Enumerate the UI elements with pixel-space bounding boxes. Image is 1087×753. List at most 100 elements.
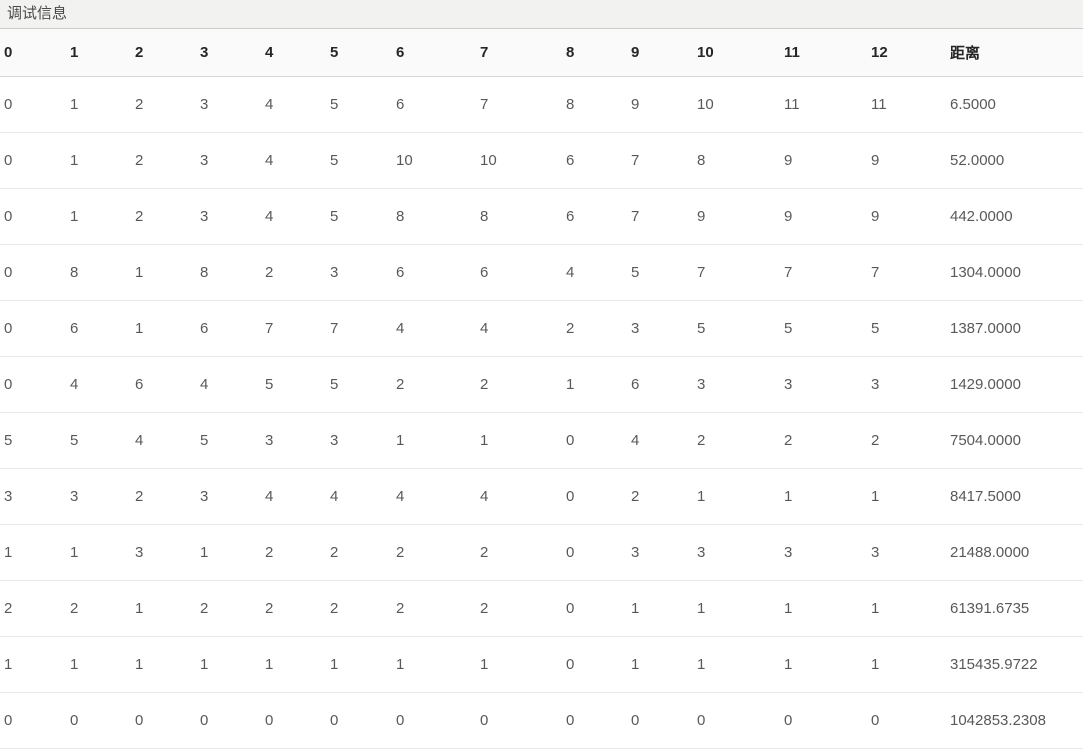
table-row: 1 1 3 1 2 2 2 2 0 3 3 3 3 21488.0000 (0, 524, 1083, 581)
table-row: 5 5 4 5 3 3 1 1 0 4 2 2 2 7504.0000 (0, 412, 1083, 469)
table-cell: 0 (0, 356, 66, 413)
distance-cell: 8417.5000 (946, 468, 1083, 525)
table-cell: 1 (780, 468, 867, 525)
table-cell: 0 (562, 692, 627, 749)
table-cell: 4 (627, 412, 693, 469)
column-header-3: 3 (196, 29, 261, 77)
table-cell: 2 (867, 412, 946, 469)
table-cell: 4 (392, 300, 476, 357)
table-cell: 4 (476, 468, 562, 525)
table-cell: 1 (66, 188, 131, 245)
table-cell: 2 (261, 244, 326, 301)
table-cell: 5 (326, 188, 392, 245)
distance-cell: 1429.0000 (946, 356, 1083, 413)
table-cell: 2 (196, 580, 261, 637)
table-cell: 5 (627, 244, 693, 301)
table-cell: 1 (0, 636, 66, 693)
table-cell: 6 (392, 76, 476, 133)
table-row: 0 6 1 6 7 7 4 4 2 3 5 5 5 1387.0000 (0, 300, 1083, 357)
table-cell: 3 (0, 468, 66, 525)
table-cell: 0 (627, 692, 693, 749)
table-cell: 1 (867, 636, 946, 693)
table-cell: 3 (261, 412, 326, 469)
table-cell: 3 (867, 356, 946, 413)
table-cell: 1 (562, 356, 627, 413)
table-cell: 1 (131, 244, 196, 301)
table-cell: 8 (66, 244, 131, 301)
table-cell: 0 (0, 692, 66, 749)
table-cell: 2 (131, 188, 196, 245)
distance-cell: 21488.0000 (946, 524, 1083, 581)
table-cell: 2 (326, 524, 392, 581)
table-cell: 4 (66, 356, 131, 413)
table-cell: 0 (392, 692, 476, 749)
table-cell: 5 (326, 76, 392, 133)
table-cell: 0 (261, 692, 326, 749)
distance-cell: 1387.0000 (946, 300, 1083, 357)
table-row: 0 0 0 0 0 0 0 0 0 0 0 0 0 1042853.2308 (0, 692, 1083, 749)
table-header-row: 0 1 2 3 4 5 6 7 8 9 10 11 12 距离 (0, 29, 1083, 77)
distance-cell: 1304.0000 (946, 244, 1083, 301)
table-cell: 8 (392, 188, 476, 245)
table-cell: 6 (196, 300, 261, 357)
distance-cell: 52.0000 (946, 132, 1083, 189)
table-cell: 2 (780, 412, 867, 469)
table-cell: 1 (131, 636, 196, 693)
table-cell: 0 (562, 580, 627, 637)
table-cell: 2 (0, 580, 66, 637)
table-cell: 0 (562, 524, 627, 581)
column-header-0: 0 (0, 29, 66, 77)
table-cell: 7 (261, 300, 326, 357)
table-cell: 1 (693, 468, 780, 525)
table-row: 0 4 6 4 5 5 2 2 1 6 3 3 3 1429.0000 (0, 356, 1083, 413)
table-cell: 2 (131, 468, 196, 525)
table-cell: 10 (693, 76, 780, 133)
table-row: 3 3 2 3 4 4 4 4 0 2 1 1 1 8417.5000 (0, 468, 1083, 525)
table-cell: 7 (627, 188, 693, 245)
table-cell: 3 (627, 524, 693, 581)
table-cell: 2 (261, 524, 326, 581)
column-header-2: 2 (131, 29, 196, 77)
table-cell: 2 (627, 468, 693, 525)
table-cell: 10 (392, 132, 476, 189)
table-cell: 3 (780, 524, 867, 581)
table-cell: 4 (476, 300, 562, 357)
distance-cell: 1042853.2308 (946, 692, 1083, 749)
column-header-4: 4 (261, 29, 326, 77)
table-cell: 3 (867, 524, 946, 581)
table-cell: 9 (627, 76, 693, 133)
column-header-distance: 距离 (946, 29, 1083, 77)
column-header-9: 9 (627, 29, 693, 77)
table-cell: 1 (196, 524, 261, 581)
table-cell: 11 (867, 76, 946, 133)
table-cell: 1 (326, 636, 392, 693)
table-cell: 7 (476, 76, 562, 133)
table-cell: 6 (476, 244, 562, 301)
table-cell: 7 (326, 300, 392, 357)
table-cell: 2 (693, 412, 780, 469)
table-row: 0 1 2 3 4 5 10 10 6 7 8 9 9 52.0000 (0, 132, 1083, 189)
table-cell: 4 (131, 412, 196, 469)
table-cell: 9 (780, 188, 867, 245)
distance-cell: 442.0000 (946, 188, 1083, 245)
table-row: 0 1 2 3 4 5 6 7 8 9 10 11 11 6.5000 (0, 76, 1083, 133)
table-cell: 2 (261, 580, 326, 637)
table-cell: 11 (780, 76, 867, 133)
table-cell: 5 (0, 412, 66, 469)
table-cell: 6 (627, 356, 693, 413)
table-cell: 1 (392, 412, 476, 469)
column-header-11: 11 (780, 29, 867, 77)
table-cell: 9 (693, 188, 780, 245)
panel-title: 调试信息 (0, 0, 1083, 29)
table-cell: 6 (131, 356, 196, 413)
table-cell: 1 (780, 636, 867, 693)
table-cell: 4 (326, 468, 392, 525)
table-cell: 0 (131, 692, 196, 749)
table-cell: 1 (131, 580, 196, 637)
table-row: 0 1 2 3 4 5 8 8 6 7 9 9 9 442.0000 (0, 188, 1083, 245)
table-cell: 9 (867, 132, 946, 189)
distance-cell: 7504.0000 (946, 412, 1083, 469)
table-cell: 3 (693, 524, 780, 581)
table-cell: 1 (66, 636, 131, 693)
